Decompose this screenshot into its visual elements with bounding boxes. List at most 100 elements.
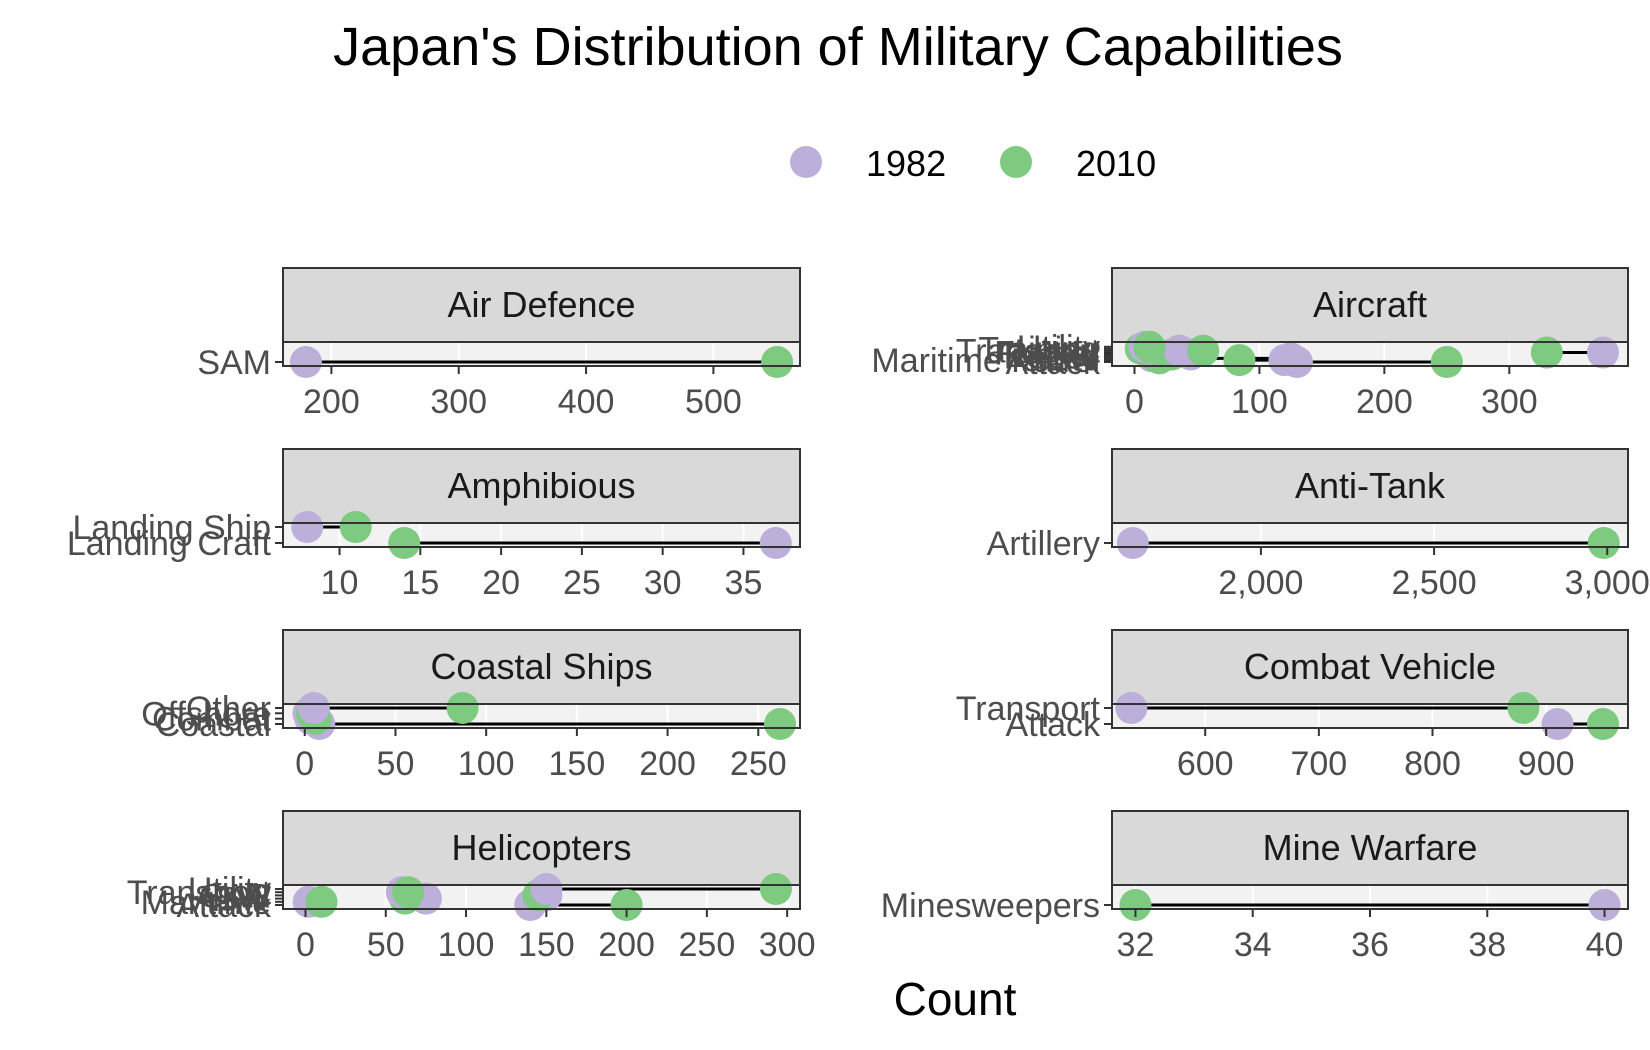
point-2010-helicopters-attack	[610, 889, 643, 921]
point-2010-amphibious-landing-ship	[339, 511, 372, 543]
x-tick-label-amphibious-1: 15	[401, 564, 439, 602]
y-label-helicopters-sar: SAR	[201, 877, 271, 915]
strip-air-defence	[282, 267, 801, 343]
x-tick-label-air-defence-1: 300	[430, 383, 487, 421]
point-2010-coastal-ships-other	[446, 692, 479, 724]
legend: 1982 2010	[790, 143, 1156, 184]
point-2010-mine-warfare-minesweepers	[1119, 889, 1152, 921]
x-tick-label-anti-tank-2: 3,000	[1565, 564, 1650, 602]
x-tick-label-coastal-ships-1: 50	[377, 745, 415, 783]
y-label-mine-warfare-minesweepers: Minesweepers	[881, 887, 1100, 925]
point-2010-helicopters-maritime	[305, 885, 338, 918]
x-tick-label-helicopters-6: 300	[759, 926, 816, 964]
panel-border-helicopters	[282, 884, 801, 910]
y-label-coastal-ships-coastal: Coastal	[156, 706, 271, 744]
point-1982-anti-tank-artillery	[1116, 527, 1149, 559]
point-1982-aircraft-fighter	[1587, 336, 1620, 369]
x-tick-label-combat-vehicle-0: 600	[1177, 745, 1234, 783]
x-tick-label-coastal-ships-5: 250	[730, 745, 787, 783]
point-2010-coastal-ships-coastal	[764, 708, 797, 740]
panel-helicopters: Helicopters 0 50 100 150 200 250 300 AttackMarit…	[127, 810, 816, 964]
y-label-aircraft-recce: Recce	[1004, 338, 1100, 376]
x-tick-label-coastal-ships-0: 0	[295, 745, 314, 783]
point-1982-air-defence-sam	[289, 346, 322, 378]
y-label-aircraft-fighter: Fighter	[994, 335, 1100, 373]
x-tick-label-combat-vehicle-3: 900	[1518, 745, 1575, 783]
strip-label-air-defence: Air Defence	[447, 284, 635, 325]
strip-label-coastal-ships: Coastal Ships	[430, 646, 652, 687]
panel-border-combat-vehicle	[1111, 703, 1629, 729]
y-label-coastal-ships-offshore: Offshore	[141, 695, 271, 733]
strip-label-combat-vehicle: Combat Vehicle	[1244, 646, 1496, 687]
y-label-aircraft-aew: AEW	[1023, 340, 1100, 378]
strip-label-mine-warfare: Mine Warfare	[1263, 827, 1478, 868]
point-1982-helicopters-utility	[530, 873, 563, 905]
x-tick-label-amphibious-3: 25	[563, 564, 601, 602]
y-label-helicopters-transport: Transport	[127, 874, 272, 912]
point-1982-combat-vehicle-attack	[1541, 708, 1574, 740]
panel-aircraft: Aircraft 0 100 200 300 Maritime PatrolAttackA…	[871, 267, 1629, 421]
panel-border-air-defence	[282, 341, 801, 367]
x-tick-label-air-defence-2: 400	[558, 383, 615, 421]
y-label-combat-vehicle-transport: Transport	[956, 690, 1101, 728]
y-label-combat-vehicle-attack: Attack	[1006, 706, 1101, 744]
x-tick-label-aircraft-0: 0	[1125, 383, 1144, 421]
panel-mine-warfare: Mine Warfare 32 34 36 38 40 Minesweepers	[881, 810, 1629, 964]
point-1982-combat-vehicle-transport	[1115, 692, 1148, 724]
point-2010-aircraft-fighter	[1530, 336, 1563, 369]
y-label-anti-tank-artillery: Artillery	[987, 525, 1100, 563]
point-2010-combat-vehicle-attack	[1586, 708, 1619, 740]
y-label-aircraft-training: Training	[978, 331, 1100, 369]
panel-border-amphibious	[282, 522, 801, 548]
point-1982-aircraft-aew	[1274, 342, 1307, 375]
y-label-coastal-ships-combat: Combat	[152, 701, 272, 739]
panel-anti-tank: Anti-Tank 2,000 2,500 3,000 Artillery	[987, 448, 1650, 602]
point-2010-amphibious-landing-craft	[388, 527, 421, 559]
y-label-aircraft-utility: Utility	[1017, 329, 1100, 367]
point-2010-air-defence-sam	[761, 346, 794, 378]
y-label-aircraft-transport: Transport	[956, 333, 1101, 371]
point-1982-mine-warfare-minesweepers	[1588, 889, 1621, 921]
y-label-aircraft-attack: Attack	[1006, 344, 1101, 382]
legend-label-2010: 2010	[1076, 143, 1156, 184]
x-tick-label-amphibious-2: 20	[482, 564, 520, 602]
x-tick-label-mine-warfare-4: 40	[1586, 926, 1624, 964]
x-tick-label-aircraft-1: 100	[1231, 383, 1288, 421]
strip-combat-vehicle	[1111, 629, 1629, 705]
x-tick-label-helicopters-3: 150	[518, 926, 575, 964]
strip-anti-tank	[1111, 448, 1629, 524]
y-label-helicopters-maritime: Maritime	[141, 884, 271, 922]
strip-label-aircraft: Aircraft	[1313, 284, 1427, 325]
x-tick-label-air-defence-0: 200	[303, 383, 360, 421]
x-tick-label-mine-warfare-0: 32	[1117, 926, 1155, 964]
panel-border-anti-tank	[1111, 522, 1629, 548]
x-tick-label-combat-vehicle-1: 700	[1290, 745, 1347, 783]
x-tick-label-amphibious-4: 30	[644, 564, 682, 602]
chart-title: Japan's Distribution of Military Capabil…	[333, 17, 1343, 77]
point-1982-amphibious-landing-craft	[759, 527, 792, 559]
y-label-air-defence-sam: SAM	[197, 344, 271, 382]
x-tick-label-helicopters-1: 50	[367, 926, 405, 964]
x-tick-label-mine-warfare-3: 38	[1468, 926, 1506, 964]
point-2010-aircraft-transport	[1187, 334, 1220, 367]
x-tick-label-anti-tank-1: 2,500	[1392, 564, 1477, 602]
x-tick-label-amphibious-0: 10	[321, 564, 359, 602]
x-tick-label-coastal-ships-4: 200	[639, 745, 696, 783]
x-tick-label-helicopters-0: 0	[296, 926, 315, 964]
y-label-amphibious-landing-craft: Landing Craft	[67, 525, 272, 563]
legend-key-2010	[1000, 146, 1032, 178]
point-1982-coastal-ships-other	[297, 692, 330, 724]
point-2010-helicopters-utility	[759, 873, 792, 905]
panel-border-coastal-ships	[282, 703, 801, 729]
point-2010-anti-tank-artillery	[1587, 527, 1620, 559]
x-tick-label-mine-warfare-2: 36	[1351, 926, 1389, 964]
y-label-amphibious-landing-ship: Landing Ship	[72, 509, 271, 547]
x-tick-label-air-defence-3: 500	[685, 383, 742, 421]
x-tick-label-combat-vehicle-2: 800	[1404, 745, 1461, 783]
point-1982-amphibious-landing-ship	[291, 511, 324, 543]
x-tick-label-anti-tank-0: 2,000	[1218, 564, 1303, 602]
x-tick-label-amphibious-5: 35	[725, 564, 763, 602]
strip-label-anti-tank: Anti-Tank	[1295, 465, 1446, 506]
